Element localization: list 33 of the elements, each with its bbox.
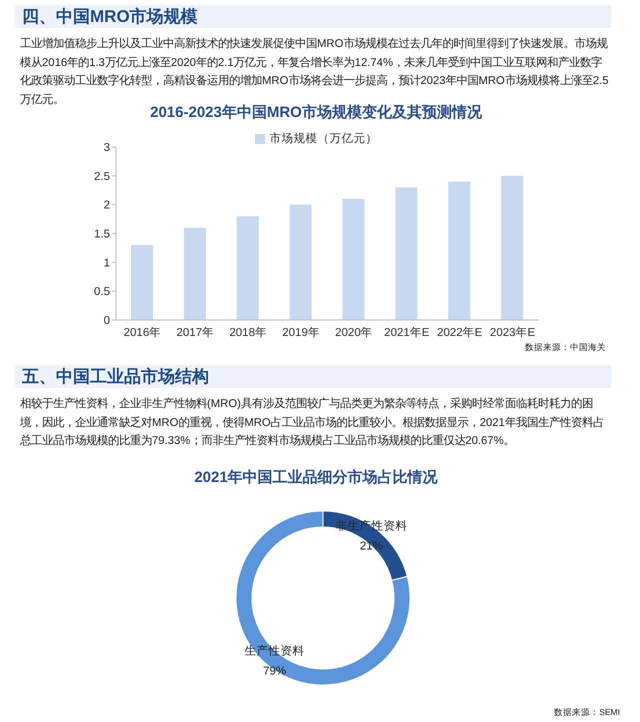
x-tick-label: 2016年 (124, 326, 162, 340)
bar (501, 176, 524, 320)
y-tick-label: 2 (104, 200, 110, 212)
bar (236, 216, 259, 320)
bar (448, 182, 470, 320)
chart-title: 2016-2023年中国MRO市场规模变化及其预测情况 (150, 104, 482, 121)
source-note: 数据来源：SEMI (554, 707, 620, 719)
y-tick-label: 2.5 (94, 170, 110, 183)
bar (395, 187, 418, 320)
x-tick-label: 2019年 (282, 326, 320, 340)
y-tick-label: 0.5 (94, 286, 110, 298)
y-tick-label: 1 (104, 257, 110, 270)
x-tick-label: 2022年E (437, 326, 483, 340)
donut-slice (236, 510, 410, 686)
bar (290, 204, 312, 320)
chart-title: 2021年中国工业品细分市场占比情况 (193, 468, 439, 487)
x-tick-label: 2017年 (176, 326, 214, 340)
legend-label: 市场规模（万亿元） (270, 131, 378, 146)
x-tick-label: 2020年 (335, 326, 373, 340)
x-tick-label: 2023年E (490, 326, 536, 340)
bar (131, 245, 153, 320)
text: 五、中国工业品市场结构 (22, 366, 209, 388)
x-tick-label: 2018年 (229, 326, 267, 340)
source-note: 数据来源：中国海关 (525, 342, 606, 354)
text: 相较于生产性资料，企业非生产性物料(MRO)具有涉及范围较广与品类更为繁杂等特点，采购时经常面临耗时耗力的困境，因此，企业通常缺乏对MRO的重视，使得MRO占工业品市场的比重较小。根据数据显示，2021年我国生产性资料占总工业品市场规模的比重为79.33%；而非生产性资料市场规模占工业品市场规模的比重仅达20.67%。 (20, 396, 605, 449)
bar (184, 228, 206, 320)
y-tick-label: 3 (104, 142, 110, 154)
y-tick-label: 0 (104, 315, 110, 328)
y-tick-label: 1.5 (94, 228, 110, 241)
bar (342, 198, 364, 320)
x-tick-label: 2021年E (384, 326, 430, 340)
text: 四、中国MRO市场规模 (22, 6, 198, 28)
text: 工业增加值稳步上升以及工业中高新技术的快速发展促使中国MRO市场规模在过去几年的时间里得到了快速发展。市场规模从2016年的1.3万亿元上涨至2020年的2.1万亿元，年复合增长率为12.74%，未来几年受到中国工业互联网和产业数字化政策驱动工业数字化转型，高精设备运用的增加MRO市场将会进一步提高，预计2023年中国MRO市场规模将上涨至2.5万亿元。 (20, 38, 609, 106)
